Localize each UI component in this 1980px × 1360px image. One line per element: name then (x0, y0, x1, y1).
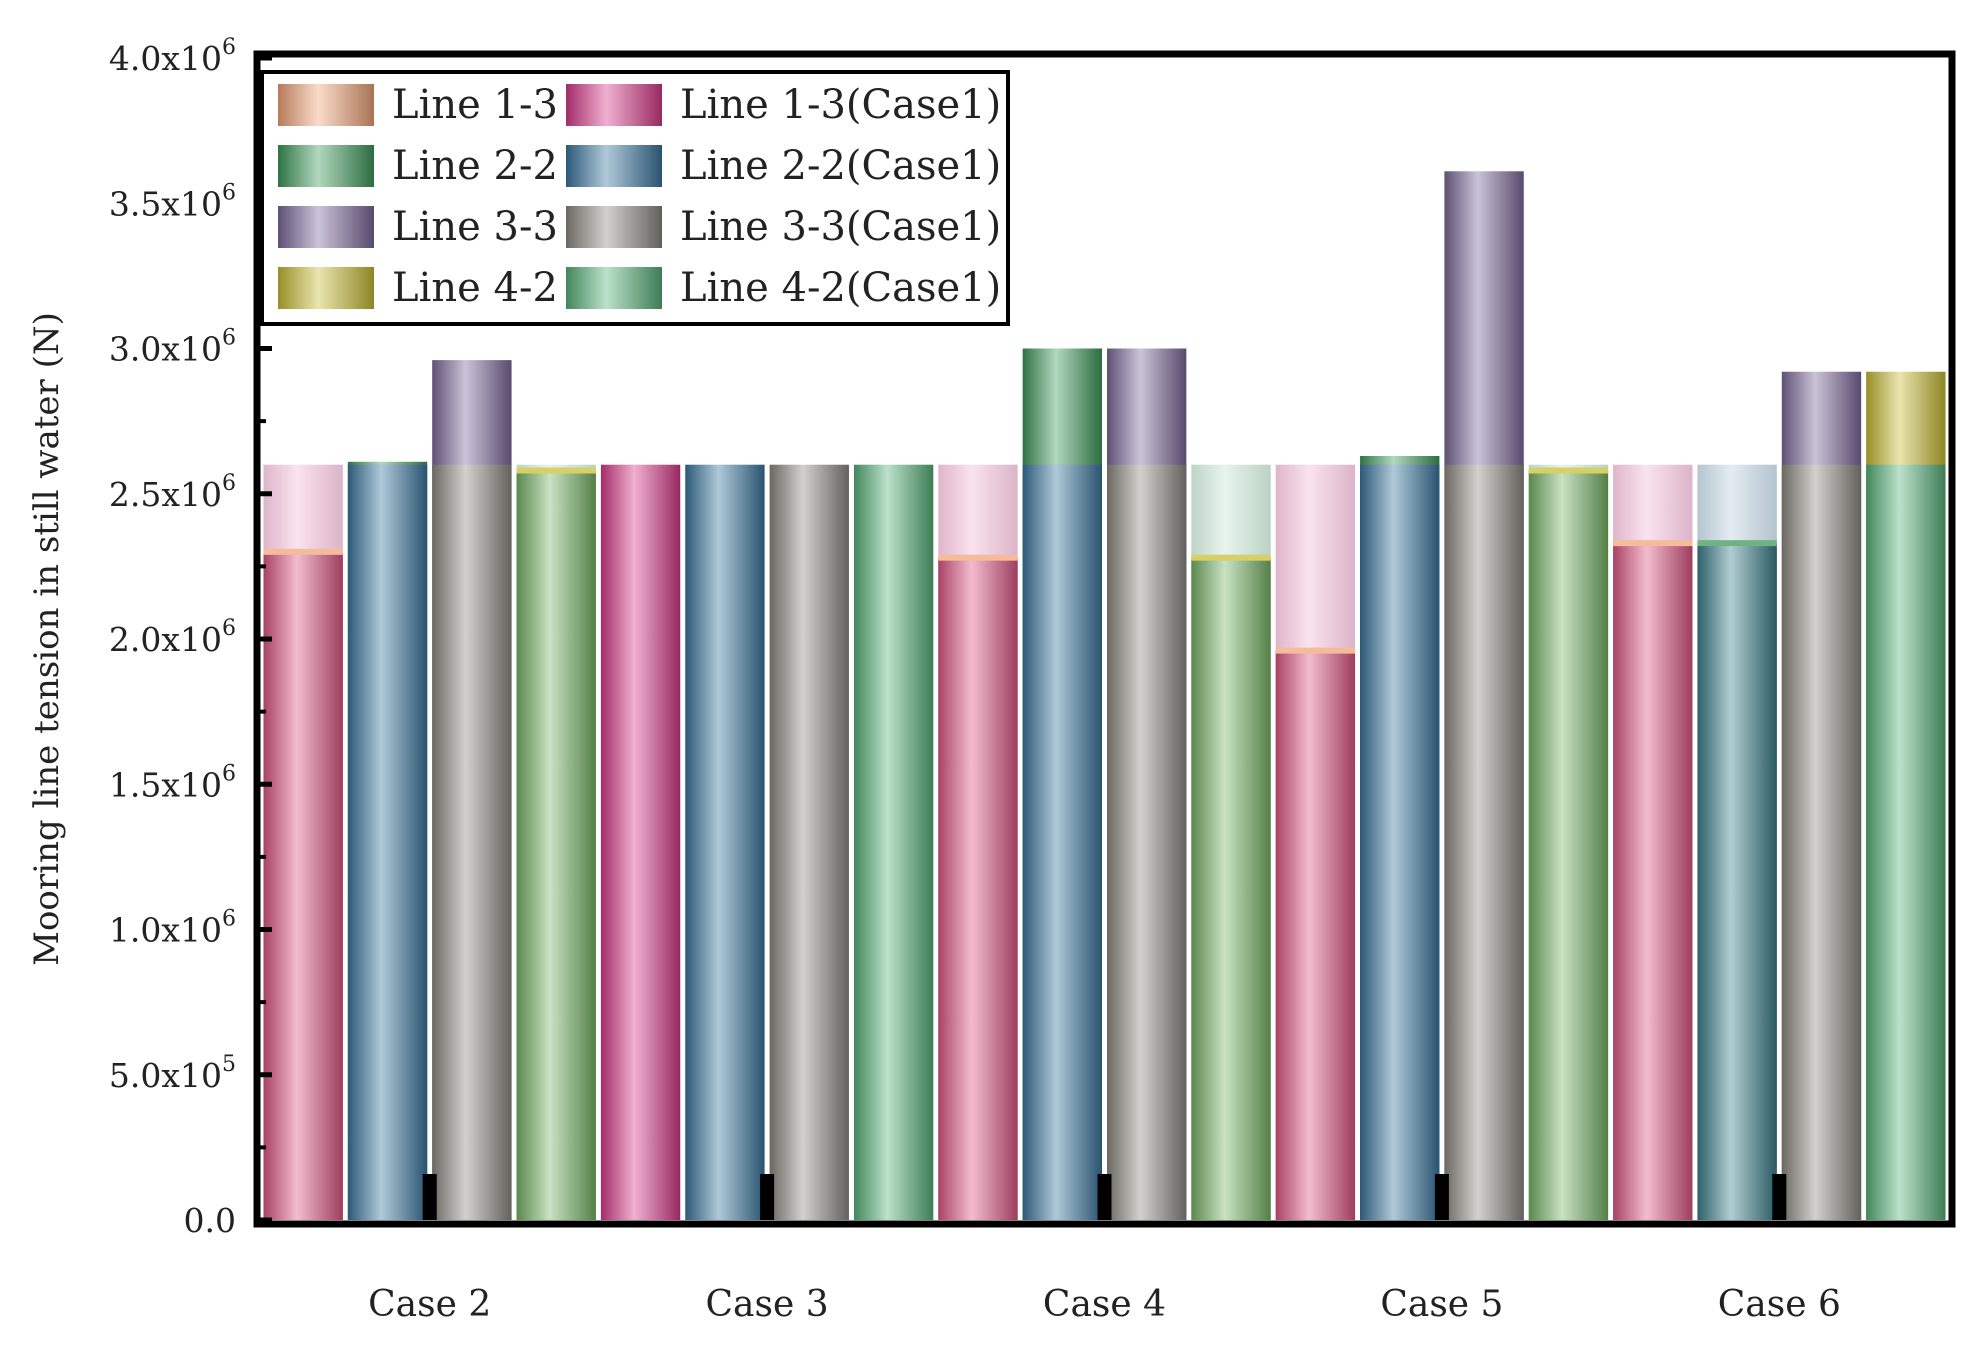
bar-line-2-2-case-6-top-edge (1697, 540, 1777, 547)
bar-line-3-3-case1-case-4 (1107, 464, 1187, 1220)
legend-label-line-4-2: Line 4-2 (392, 265, 558, 311)
bar-line-1-3-case-5-top-edge (1275, 647, 1356, 654)
y-tick-label: 1.0x106 (109, 907, 236, 950)
legend-label-line-3-3: Line 3-3 (392, 204, 558, 250)
x-category-label: Case 4 (1043, 1284, 1166, 1325)
bar-line-1-3-case-2 (263, 551, 343, 1220)
y-tick-label: 2.0x106 (109, 616, 236, 659)
legend-label-line-2-2-case1: Line 2-2(Case1) (680, 143, 1001, 189)
legend-swatch-line-1-3-case1 (566, 84, 662, 126)
y-tick-label: 3.0x106 (109, 326, 236, 369)
legend-swatch-line-2-2-case1 (566, 145, 662, 187)
bar-line-4-2-case-2 (516, 470, 596, 1220)
x-category-label: Case 3 (706, 1284, 829, 1325)
y-tick-label: 1.5x106 (109, 761, 236, 804)
legend-swatch-line-3-3 (278, 206, 374, 248)
bar-line-4-2-case-5 (1528, 470, 1609, 1220)
bar-line-1-3-case-6-top-edge (1613, 540, 1693, 547)
bar-line-1-3-case1-case-3 (600, 464, 681, 1220)
legend-label-line-1-3: Line 1-3 (392, 82, 558, 128)
bar-line-3-3-case1-case-5 (1444, 464, 1524, 1220)
group-marker-case-2 (422, 1174, 437, 1220)
legend-swatch-line-4-2 (278, 267, 374, 309)
legend-label-line-2-2: Line 2-2 (392, 143, 558, 189)
bar-line-1-3-case-4-top-edge (938, 554, 1018, 561)
legend-swatch-line-2-2 (278, 145, 374, 187)
legend: Line 1-3 Line 1-3(Case1) Line 2-2 Line 2-2(… (260, 70, 1010, 326)
bar-line-2-2-case1-case-2 (347, 464, 428, 1220)
y-tick-label: 0.0 (184, 1201, 236, 1240)
y-tick-label: 3.5x106 (109, 180, 236, 223)
legend-label-line-4-2-case1: Line 4-2(Case1) (680, 265, 1001, 311)
legend-swatch-line-4-2-case1 (566, 267, 662, 309)
bar-line-3-3-case1-case-6 (1781, 464, 1862, 1220)
x-category-label: Case 2 (368, 1284, 491, 1325)
y-tick-label: 4.0x106 (109, 35, 236, 78)
y-tick-label: 2.5x106 (109, 471, 236, 514)
bar-line-2-2-case1-case-3 (685, 464, 765, 1220)
x-category-label: Case 6 (1718, 1284, 1841, 1325)
bar-line-3-3-case1-case-3 (769, 464, 849, 1220)
legend-label-line-1-3-case1: Line 1-3(Case1) (680, 82, 1001, 128)
bar-line-3-3-case1-case-2 (432, 464, 512, 1220)
x-category-label: Case 5 (1380, 1284, 1503, 1325)
bar-line-4-2-case-4-top-edge (1191, 554, 1271, 561)
x-axis-categories: Case 2 Case 3 Case 4 Case 5 Case 6 (368, 1284, 1841, 1325)
bar-line-4-2-case-5-top-edge (1528, 467, 1609, 474)
bar-line-2-2-case-6 (1697, 543, 1777, 1220)
legend-swatch-line-3-3-case1 (566, 206, 662, 248)
y-axis-ticks: 0.0 5.0x105 1.0x106 1.5x106 2.0x106 2.5x106 3.… (109, 35, 272, 1240)
bar-line-1-3-case-2-top-edge (263, 548, 343, 555)
legend-label-line-3-3-case1: Line 3-3(Case1) (680, 204, 1001, 250)
y-axis-title: Mooring line tension in still water (N) (27, 312, 67, 966)
legend-swatch-line-1-3 (278, 84, 374, 126)
bar-line-1-3-case-6 (1613, 543, 1693, 1220)
bar-line-1-3-case-5 (1275, 650, 1356, 1220)
bar-line-4-2-case1-case-3 (853, 464, 934, 1220)
bar-line-4-2-case-2-top-edge (516, 467, 596, 474)
bar-line-1-3-case-4 (938, 557, 1018, 1220)
group-marker-case-6 (1772, 1174, 1787, 1220)
bar-line-2-2-case1-case-5 (1360, 464, 1440, 1220)
group-marker-case-5 (1434, 1174, 1449, 1220)
bar-line-2-2-case1-case-4 (1022, 464, 1102, 1220)
y-tick-label: 5.0x105 (109, 1052, 236, 1095)
bars-layer (263, 171, 1946, 1220)
group-marker-case-3 (760, 1174, 775, 1220)
bar-line-4-2-case-4 (1191, 557, 1271, 1220)
group-marker-case-4 (1097, 1174, 1112, 1220)
bar-line-4-2-case1-case-6 (1866, 464, 1946, 1220)
